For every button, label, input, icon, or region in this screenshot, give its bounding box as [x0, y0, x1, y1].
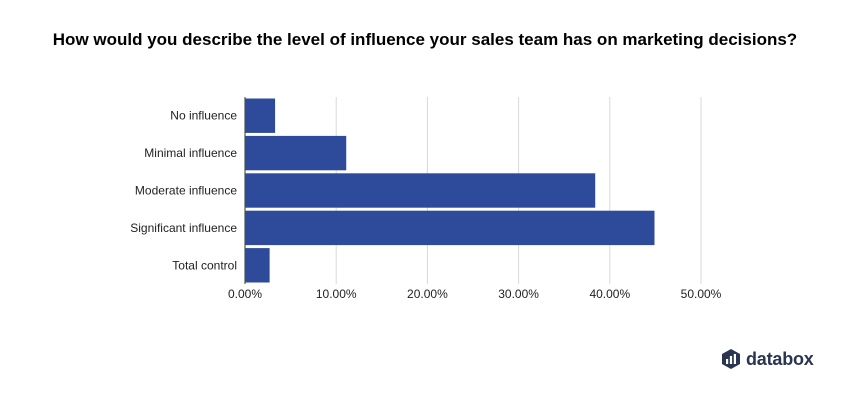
brand-name: databox — [746, 348, 814, 369]
x-tick-label: 0.00% — [228, 287, 262, 301]
databox-logo-icon — [722, 349, 740, 369]
bar — [245, 248, 270, 283]
bar — [245, 210, 655, 246]
x-tick-label: 40.00% — [589, 287, 630, 301]
x-tick-label: 30.00% — [498, 287, 539, 301]
databox-branding: databox — [721, 346, 814, 372]
bar — [245, 135, 347, 171]
x-tick-label: 10.00% — [316, 287, 357, 301]
bars — [245, 98, 655, 283]
bar — [245, 173, 596, 208]
bar — [245, 98, 276, 133]
category-label: Total control — [172, 258, 237, 272]
category-label: Minimal influence — [144, 146, 237, 160]
category-labels: No influence Minimal influence Moderate in… — [130, 109, 237, 273]
x-tick-label: 50.00% — [681, 287, 722, 301]
category-label: Moderate influence — [135, 184, 237, 198]
chart-title: How would you describe the level of infl… — [52, 30, 798, 49]
category-label: Significant influence — [130, 221, 237, 235]
x-tick-label: 20.00% — [407, 287, 448, 301]
category-label: No influence — [170, 109, 237, 123]
x-tick-labels: 0.00% 10.00% 20.00% 30.00% 40.00% 50.00% — [228, 287, 722, 301]
